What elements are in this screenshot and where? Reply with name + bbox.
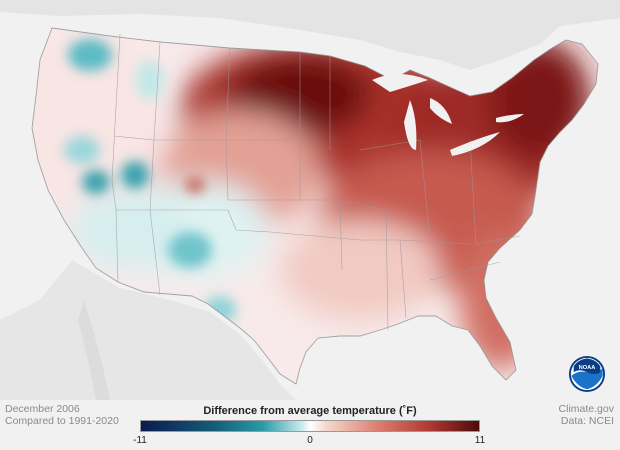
map-date: December 2006	[5, 403, 80, 415]
map-caption: December 2006 Compared to 1991-2020	[5, 403, 119, 427]
temperature-anomaly-map	[0, 0, 620, 400]
legend-max-label: 11	[474, 435, 486, 446]
credit-data-source: Data: NCEI	[560, 415, 614, 427]
map-baseline: Compared to 1991-2020	[5, 415, 119, 427]
legend-min-label: -11	[133, 435, 147, 446]
map-credits: Climate.gov Data: NCEI	[559, 403, 614, 427]
legend-title: Difference from average temperature (˚F)	[203, 405, 417, 417]
noaa-logo-text: NOAA	[579, 365, 596, 371]
noaa-logo: NOAA	[568, 355, 606, 393]
credit-climate-gov: Climate.gov	[558, 403, 614, 415]
legend-color-bar	[140, 420, 480, 432]
legend-mid-label: 0	[307, 435, 313, 446]
